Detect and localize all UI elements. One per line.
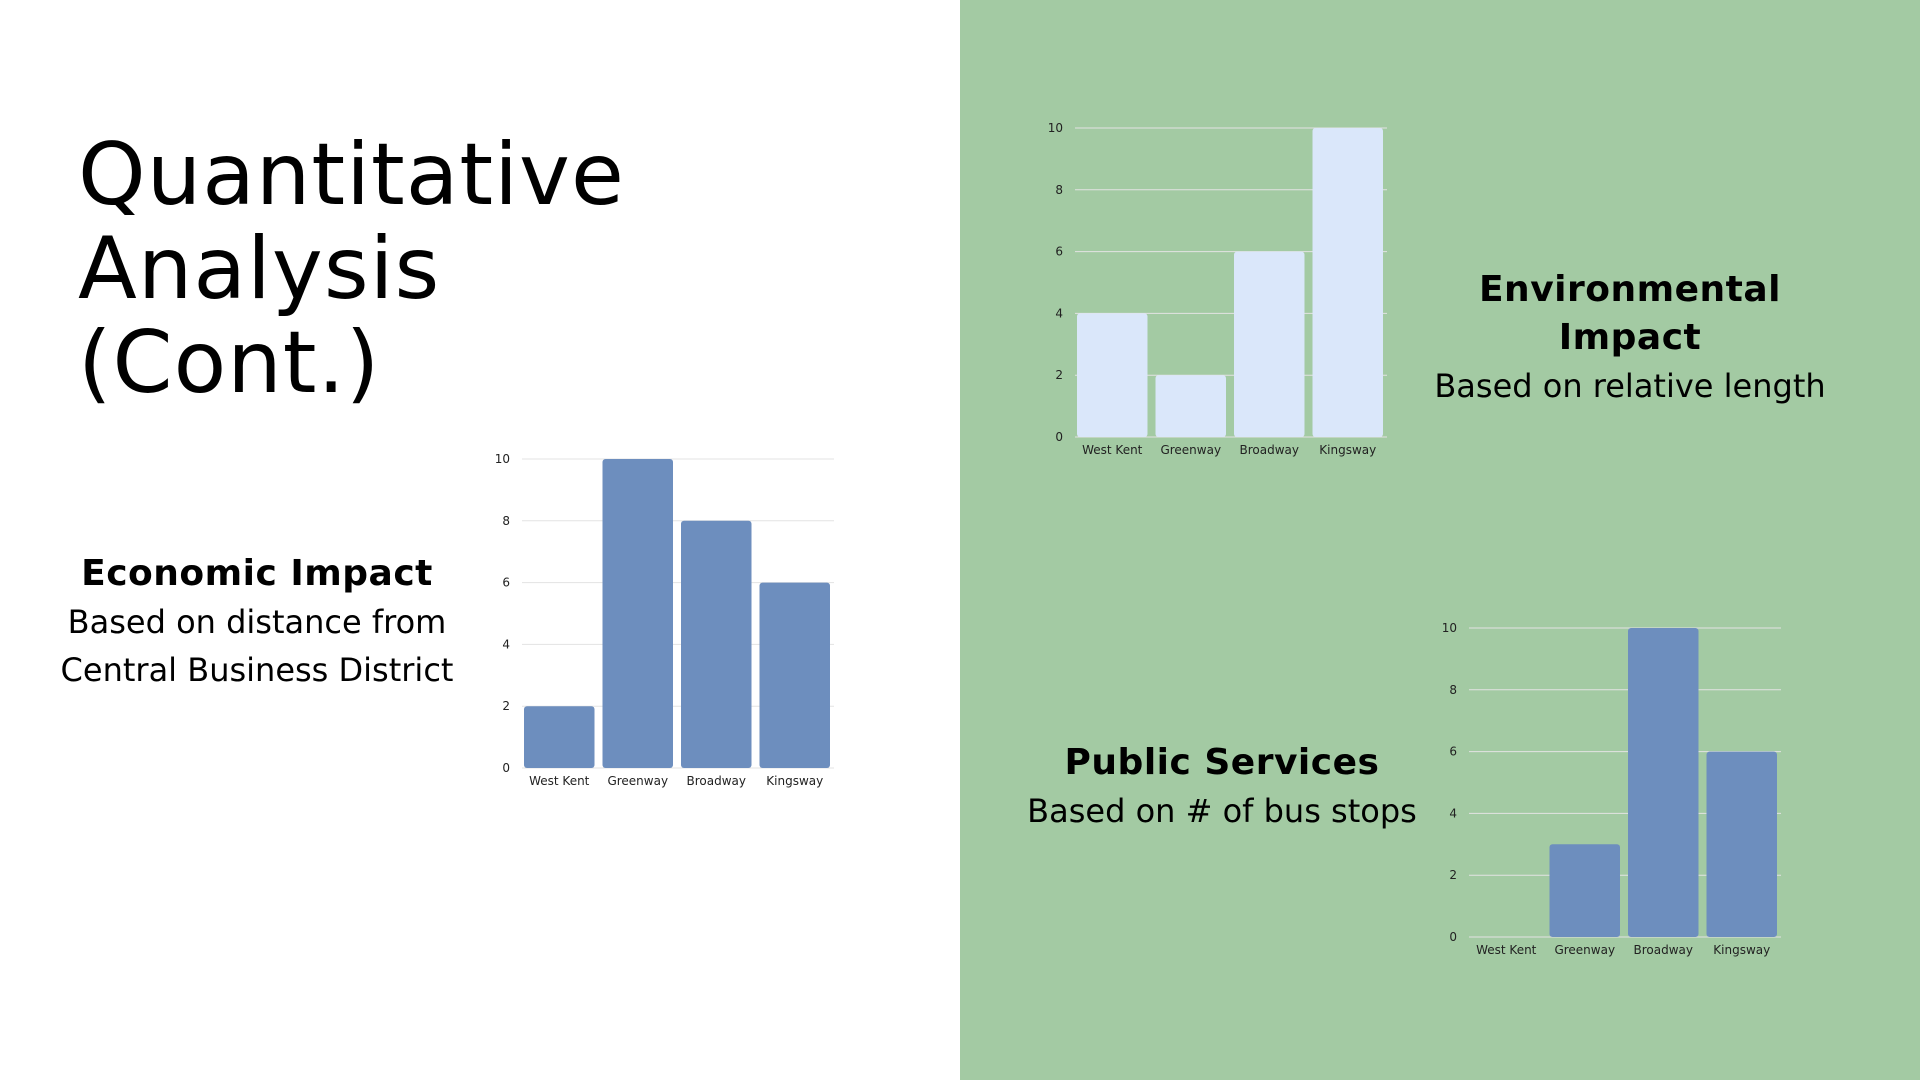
slide-title: Quantitative Analysis (Cont.)	[78, 128, 625, 410]
bar-kingsway	[759, 582, 830, 768]
x-tick-label: Greenway	[607, 774, 668, 788]
title-line: Quantitative	[78, 125, 625, 225]
x-tick-label: Kingsway	[766, 774, 823, 788]
bar-west-kent	[524, 706, 595, 768]
economic-heading: Economic Impact	[81, 553, 433, 594]
bar-greenway	[602, 459, 673, 768]
economic-caption: Economic Impact Based on distance from C…	[57, 550, 457, 694]
y-tick-label: 0	[502, 761, 510, 775]
public-sub-line: Based on # of bus stops	[1027, 792, 1417, 830]
public-heading: Public Services	[1064, 742, 1380, 783]
y-tick-label: 8	[502, 514, 510, 528]
x-tick-label: Broadway	[687, 774, 746, 788]
environmental-caption: Environmental Impact Based on relative l…	[1410, 266, 1850, 410]
title-line: (Cont.)	[78, 313, 381, 413]
y-tick-label: 6	[502, 576, 510, 590]
y-tick-label: 2	[502, 699, 510, 713]
public-caption: Public Services Based on # of bus stops	[1022, 739, 1422, 835]
title-line: Analysis	[78, 219, 441, 319]
economic-sub-line: Central Business District	[60, 651, 454, 689]
y-tick-label: 4	[502, 637, 510, 651]
environmental-sub-line: Based on relative length	[1434, 367, 1826, 405]
right-panel	[960, 0, 1920, 1080]
x-tick-label: West Kent	[529, 774, 590, 788]
y-tick-label: 10	[495, 452, 510, 466]
economic-sub-line: Based on distance from	[67, 603, 447, 641]
environmental-heading: Environmental Impact	[1478, 269, 1782, 358]
bar-broadway	[681, 520, 752, 768]
